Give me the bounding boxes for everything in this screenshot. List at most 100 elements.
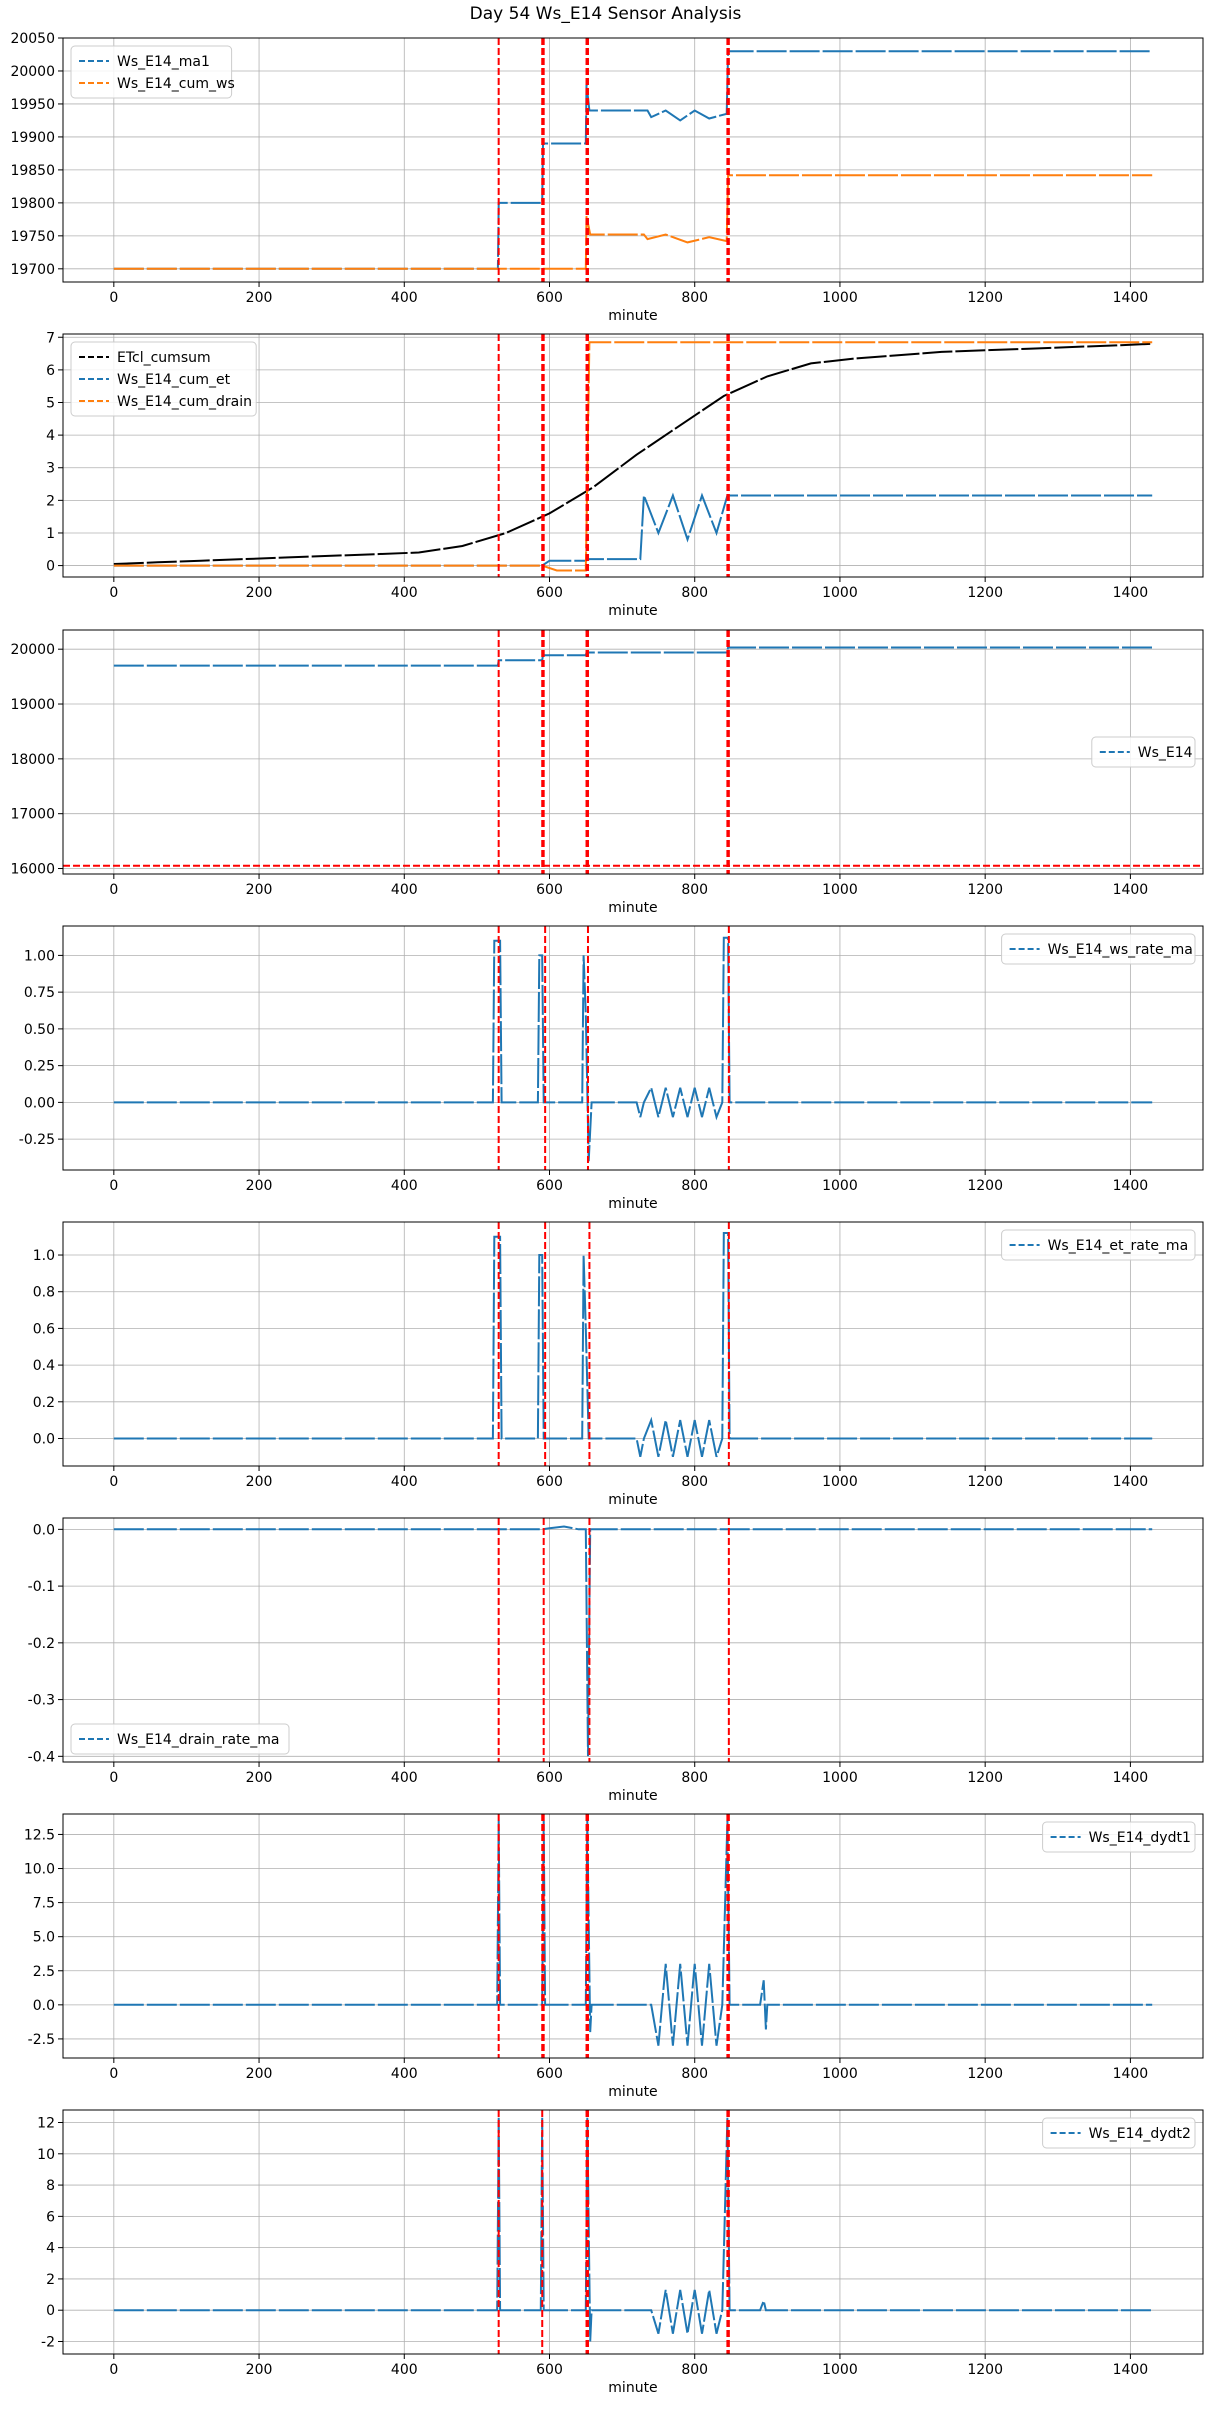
plot-area bbox=[113, 334, 1153, 577]
x-tick-label: 600 bbox=[536, 1770, 563, 1786]
figure-title: Day 54 Ws_E14 Sensor Analysis bbox=[469, 4, 742, 24]
legend-entry: Ws_E14_ma1 bbox=[117, 54, 210, 70]
y-tick-label: 0.25 bbox=[24, 1059, 55, 1075]
y-tick-label: 0.6 bbox=[33, 1321, 55, 1337]
y-tick-label: 20000 bbox=[10, 642, 55, 658]
x-tick-label: 400 bbox=[391, 1178, 418, 1194]
x-tick-label: 0 bbox=[109, 1178, 118, 1194]
series-line-Ws_E14_cum_drain bbox=[113, 341, 1153, 572]
x-tick-label: 1200 bbox=[967, 1770, 1003, 1786]
y-tick-label: 12 bbox=[37, 2116, 55, 2132]
x-axis-label: minute bbox=[608, 603, 657, 619]
series-line-Ws_E14 bbox=[113, 646, 1153, 667]
plot-area bbox=[113, 926, 1153, 1170]
x-axis-label: minute bbox=[608, 1788, 657, 1804]
y-tick-label: 10.0 bbox=[24, 1862, 55, 1878]
x-tick-label: 600 bbox=[536, 1178, 563, 1194]
x-tick-label: 1200 bbox=[967, 882, 1003, 898]
y-tick-label: 1.00 bbox=[24, 948, 55, 964]
subplot-4: 0 200 400 600 800 1000 1200 1400 -0.25 0.00 0.25 0.… bbox=[19, 925, 1204, 1212]
series-line-Ws_E14_drain_rate_ma bbox=[113, 1525, 1153, 1757]
plot-area bbox=[113, 2110, 1153, 2354]
legend: Ws_E14_dydt1 bbox=[1042, 1821, 1196, 1853]
legend-box bbox=[1042, 1821, 1196, 1853]
series-line-Ws_E14_dydt1 bbox=[113, 1820, 1153, 2046]
legend-entry: Ws_E14_cum_ws bbox=[117, 76, 235, 92]
x-tick-label: 1000 bbox=[822, 290, 858, 306]
legend-entry: Ws_E14_dydt1 bbox=[1089, 1830, 1191, 1846]
x-tick-label: 0 bbox=[109, 1474, 118, 1490]
axes-frame bbox=[62, 1517, 1204, 1763]
series-line-Ws_E14_ws_rate_ma bbox=[113, 936, 1153, 1162]
x-tick-label: 400 bbox=[391, 882, 418, 898]
x-axis-label: minute bbox=[608, 2084, 657, 2100]
x-tick-label: 800 bbox=[681, 585, 708, 601]
x-tick-label: 400 bbox=[391, 585, 418, 601]
x-tick-label: 800 bbox=[681, 882, 708, 898]
legend-entry: Ws_E14_cum_et bbox=[117, 372, 231, 388]
x-axis-label: minute bbox=[608, 2380, 657, 2396]
series-line-Ws_E14_ma1 bbox=[113, 50, 1153, 270]
x-tick-label: 1400 bbox=[1113, 585, 1149, 601]
y-tick-label: 0.0 bbox=[33, 1522, 55, 1538]
y-tick-label: 6 bbox=[46, 2209, 55, 2225]
subplot-7: 0 200 400 600 800 1000 1200 1400 -2.5 0.0 2.5 5.0 7.… bbox=[24, 1813, 1204, 2100]
legend-entry: Ws_E14_dydt2 bbox=[1089, 2126, 1191, 2142]
legend-entry: Ws_E14 bbox=[1138, 745, 1193, 761]
y-tick-label: 19800 bbox=[10, 196, 55, 212]
y-tick-label: 20050 bbox=[10, 31, 55, 47]
x-axis-label: minute bbox=[608, 308, 657, 324]
x-tick-label: 800 bbox=[681, 2066, 708, 2082]
x-tick-label: 1000 bbox=[822, 1178, 858, 1194]
y-tick-label: 10 bbox=[37, 2147, 55, 2163]
x-tick-label: 400 bbox=[391, 2066, 418, 2082]
legend-box bbox=[1091, 736, 1196, 768]
y-tick-label: -0.3 bbox=[28, 1693, 55, 1709]
y-tick-label: 0.4 bbox=[33, 1358, 55, 1374]
x-tick-label: 200 bbox=[246, 2066, 273, 2082]
x-tick-label: 200 bbox=[246, 290, 273, 306]
axes-frame bbox=[62, 629, 1204, 875]
y-tick-label: 0.75 bbox=[24, 985, 55, 1001]
x-tick-label: 400 bbox=[391, 1474, 418, 1490]
x-tick-label: 1400 bbox=[1113, 2066, 1149, 2082]
subplot-5: 0 200 400 600 800 1000 1200 1400 0.0 0.2 0.4 0.6 0.8… bbox=[33, 1221, 1204, 1508]
x-tick-label: 200 bbox=[246, 2362, 273, 2378]
x-tick-label: 800 bbox=[681, 1770, 708, 1786]
y-tick-label: 20000 bbox=[10, 64, 55, 80]
x-tick-label: 800 bbox=[681, 1474, 708, 1490]
y-tick-label: 19000 bbox=[10, 697, 55, 713]
x-tick-label: 1200 bbox=[967, 585, 1003, 601]
subplot-6: 0 200 400 600 800 1000 1200 1400 -0.4 -0.3 -0.2 -0.… bbox=[28, 1517, 1204, 1804]
x-tick-label: 0 bbox=[109, 585, 118, 601]
y-tick-label: 0.0 bbox=[33, 1998, 55, 2014]
y-tick-label: -0.4 bbox=[28, 1749, 55, 1765]
y-tick-label: 17000 bbox=[10, 807, 55, 823]
legend-entry: Ws_E14_cum_drain bbox=[117, 394, 252, 410]
y-tick-label: -0.1 bbox=[28, 1579, 55, 1595]
x-tick-label: 200 bbox=[246, 1178, 273, 1194]
legend-box bbox=[1001, 1229, 1196, 1261]
y-tick-label: 2 bbox=[46, 2272, 55, 2288]
subplot-2: 0 200 400 600 800 1000 1200 1400 0 1 2 3 4 5 6 7 minute E… bbox=[46, 330, 1204, 619]
legend: Ws_E14_ws_rate_ma bbox=[1001, 933, 1196, 965]
x-tick-label: 1000 bbox=[822, 2362, 858, 2378]
x-tick-label: 1400 bbox=[1113, 1178, 1149, 1194]
plot-area bbox=[113, 1222, 1153, 1466]
x-tick-label: 1200 bbox=[967, 2362, 1003, 2378]
legend-box bbox=[1001, 933, 1196, 965]
y-tick-label: 4 bbox=[46, 2241, 55, 2257]
legend: ETcl_cumsum Ws_E14_cum_et Ws_E14_cum_drain bbox=[70, 341, 257, 417]
x-tick-label: 800 bbox=[681, 1178, 708, 1194]
y-tick-label: 0.8 bbox=[33, 1285, 55, 1301]
y-tick-label: 1.0 bbox=[33, 1248, 55, 1264]
y-tick-label: 18000 bbox=[10, 752, 55, 768]
x-tick-label: 600 bbox=[536, 882, 563, 898]
y-tick-label: 5 bbox=[46, 395, 55, 411]
legend: Ws_E14_drain_rate_ma bbox=[70, 1723, 290, 1755]
y-tick-label: 19950 bbox=[10, 97, 55, 113]
y-tick-label: 16000 bbox=[10, 862, 55, 878]
plot-area bbox=[113, 38, 1153, 282]
x-tick-label: 600 bbox=[536, 1474, 563, 1490]
legend-box bbox=[1042, 2117, 1196, 2149]
